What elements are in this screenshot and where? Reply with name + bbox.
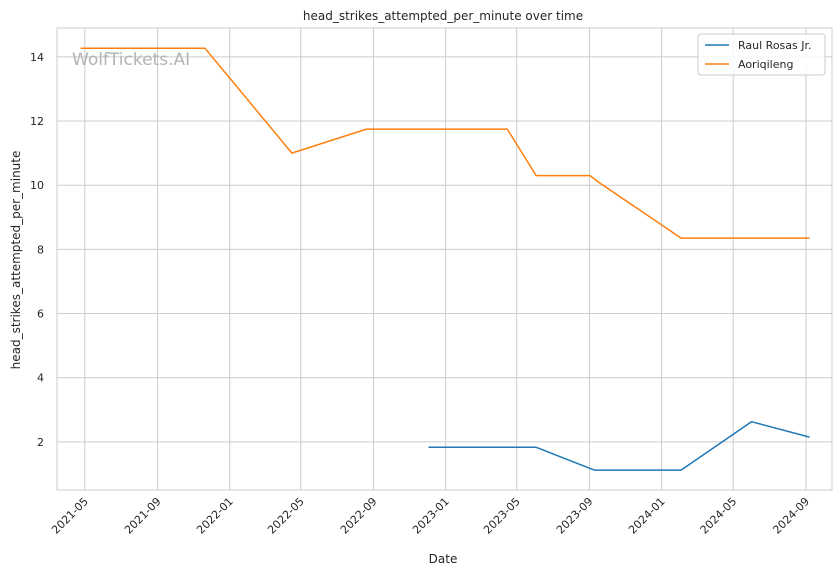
y-tick-label: 10 xyxy=(30,179,44,192)
y-tick-label: 12 xyxy=(30,115,44,128)
y-tick-label: 2 xyxy=(37,436,44,449)
plot-frame xyxy=(56,27,833,491)
x-tick-label: 2023-09 xyxy=(554,495,596,537)
legend: Raul Rosas Jr. Aoriqileng xyxy=(697,33,826,76)
watermark-text: WolfTickets.AI xyxy=(72,50,190,70)
x-axis-title: Date xyxy=(429,552,458,566)
series-line-2 xyxy=(80,47,810,239)
x-tick-label: 2024-01 xyxy=(626,495,668,537)
x-tick-label: 2023-05 xyxy=(481,495,523,537)
tick-labels: 2021-05 2021-09 2022-01 2022-05 2022-09 2023-… xyxy=(30,51,812,537)
legend-label-1: Raul Rosas Jr. xyxy=(738,39,812,52)
y-tick-label: 6 xyxy=(37,308,44,321)
y-tick-label: 14 xyxy=(30,51,44,64)
x-tick-label: 2022-09 xyxy=(338,495,380,537)
chart-title: head_strikes_attempted_per_minute over t… xyxy=(303,9,583,23)
y-tick-label: 4 xyxy=(37,372,44,385)
series-layer xyxy=(80,47,810,471)
x-tick-label: 2021-09 xyxy=(122,495,164,537)
legend-box xyxy=(697,33,826,76)
x-tick-label: 2024-05 xyxy=(698,495,740,537)
x-tick-label: 2023-01 xyxy=(410,495,452,537)
x-tick-label: 2022-05 xyxy=(265,495,307,537)
series-line-1 xyxy=(428,420,810,471)
x-tick-label: 2021-05 xyxy=(49,495,91,537)
x-tick-label: 2024-09 xyxy=(770,495,812,537)
y-tick-label: 8 xyxy=(37,243,44,256)
legend-label-2: Aoriqileng xyxy=(738,58,793,71)
x-tick-label: 2022-01 xyxy=(194,495,236,537)
grid-lines xyxy=(57,28,832,490)
y-axis-title: head_strikes_attempted_per_minute xyxy=(9,151,23,370)
